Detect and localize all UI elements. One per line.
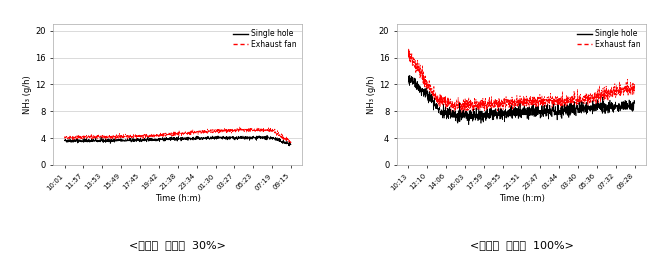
Exhaust fan xyxy=(607,96,615,99)
X-axis label: Time (h:m): Time (h:m) xyxy=(155,194,200,203)
Single hole xyxy=(263,134,271,138)
Single hole xyxy=(409,82,417,85)
Exhaust fan xyxy=(545,95,553,98)
Exhaust fan xyxy=(404,55,412,58)
Exhaust fan xyxy=(162,132,170,135)
Exhaust fan xyxy=(65,136,73,139)
Exhaust fan xyxy=(533,100,541,103)
Single hole xyxy=(406,81,414,85)
Line: Exhaust fan: Exhaust fan xyxy=(408,49,635,115)
Exhaust fan xyxy=(189,132,197,136)
Single hole xyxy=(505,114,513,118)
Single hole xyxy=(631,102,639,105)
Text: <환기팜  가동률  30%>: <환기팜 가동률 30%> xyxy=(129,240,226,250)
Single hole xyxy=(200,137,208,140)
Exhaust fan xyxy=(263,128,271,131)
Single hole xyxy=(285,144,293,148)
Exhaust fan xyxy=(405,47,413,51)
Y-axis label: NH₃ (g/h): NH₃ (g/h) xyxy=(23,75,32,114)
Exhaust fan xyxy=(409,64,417,67)
Single hole xyxy=(61,139,69,142)
Legend: Single hole, Exhaust fan: Single hole, Exhaust fan xyxy=(575,28,642,50)
X-axis label: Time (h:m): Time (h:m) xyxy=(499,194,544,203)
Y-axis label: NH₃ (g/h): NH₃ (g/h) xyxy=(367,75,376,114)
Exhaust fan xyxy=(236,126,244,129)
Line: Single hole: Single hole xyxy=(408,75,635,125)
Single hole xyxy=(189,136,197,139)
Legend: Single hole, Exhaust fan: Single hole, Exhaust fan xyxy=(232,28,298,50)
Text: <환기팜  가동률  100%>: <환기팜 가동률 100%> xyxy=(470,240,573,250)
Single hole xyxy=(465,123,473,126)
Line: Single hole: Single hole xyxy=(65,136,291,146)
Exhaust fan xyxy=(631,83,639,86)
Exhaust fan xyxy=(287,141,295,144)
Single hole xyxy=(545,108,553,111)
Single hole xyxy=(65,139,73,142)
Exhaust fan xyxy=(200,131,208,134)
Single hole xyxy=(404,82,412,85)
Single hole xyxy=(533,111,541,114)
Single hole xyxy=(406,74,414,77)
Exhaust fan xyxy=(456,114,464,117)
Single hole xyxy=(607,102,615,105)
Exhaust fan xyxy=(505,104,513,107)
Single hole xyxy=(264,134,272,137)
Exhaust fan xyxy=(61,137,69,140)
Single hole xyxy=(162,137,170,140)
Exhaust fan xyxy=(286,143,294,146)
Line: Exhaust fan: Exhaust fan xyxy=(65,127,291,144)
Single hole xyxy=(287,143,295,146)
Exhaust fan xyxy=(63,136,71,139)
Exhaust fan xyxy=(406,55,414,58)
Single hole xyxy=(63,140,71,143)
